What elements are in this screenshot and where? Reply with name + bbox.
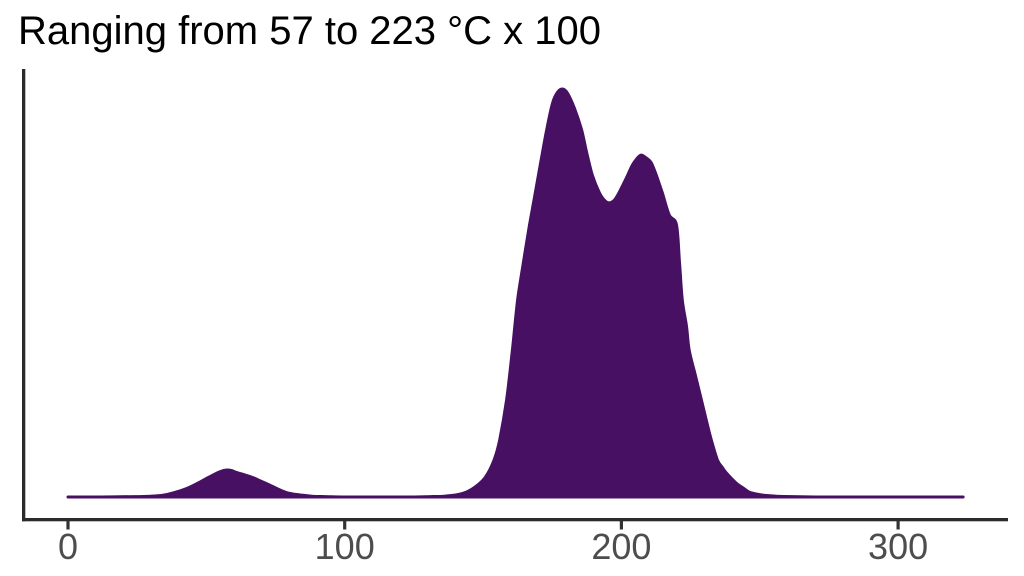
x-axis-tick-label: 300 [868,526,928,567]
x-axis-tick [66,521,70,530]
y-axis-line [22,69,26,522]
x-axis-tick-label: 200 [591,526,651,567]
x-axis-tick-label: 0 [58,526,78,567]
x-axis-tick [619,521,623,530]
density-area [66,87,965,499]
x-axis-tick [343,521,347,530]
x-axis-tick-labels: 0 100 200 300 [58,526,928,567]
x-axis-tick-label: 100 [315,526,375,567]
x-axis-tick [896,521,900,530]
chart-title: Ranging from 57 to 223 °C x 100 [18,9,602,53]
x-axis-ticks [66,521,900,530]
x-axis-line [22,518,1008,522]
